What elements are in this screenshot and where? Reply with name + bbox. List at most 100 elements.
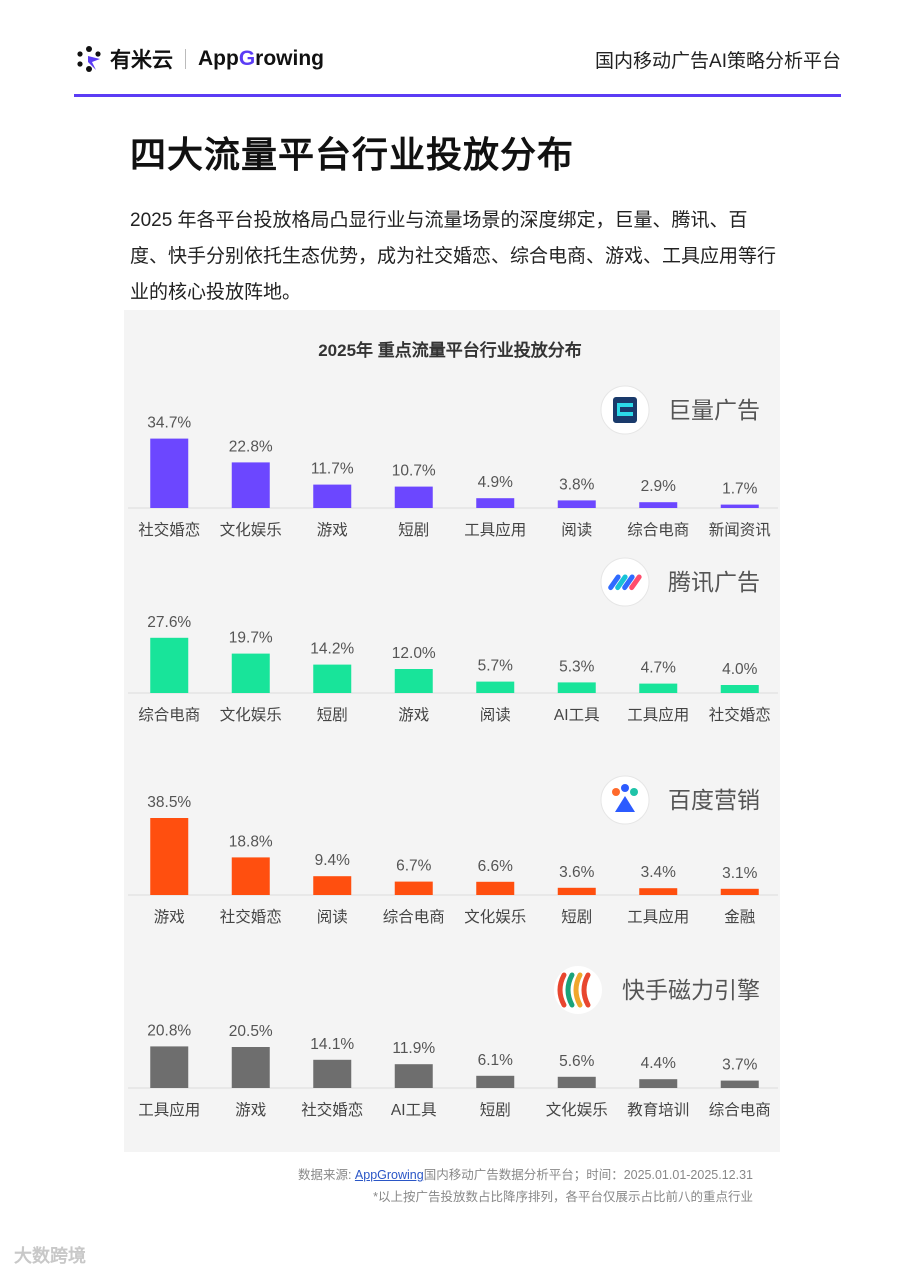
bar-value-label: 3.8% xyxy=(559,476,595,493)
category-label: 金融 xyxy=(724,908,755,926)
category-label: 短剧 xyxy=(317,706,348,724)
bar xyxy=(150,818,189,895)
category-label: 综合电商 xyxy=(627,521,689,539)
bar xyxy=(476,498,515,508)
category-label: 工具应用 xyxy=(138,1100,200,1119)
category-label: 社交婚恋 xyxy=(138,520,200,539)
bar xyxy=(720,504,759,508)
bar xyxy=(394,486,433,508)
page-header: 有米云 AppGrowing 国内移动广告AI策略分析平台 xyxy=(74,40,841,80)
bar xyxy=(231,1047,270,1088)
bar xyxy=(639,683,678,693)
page-title: 四大流量平台行业投放分布 xyxy=(130,134,575,175)
bar xyxy=(313,1059,352,1088)
bar xyxy=(476,681,515,693)
bar xyxy=(231,653,270,693)
bar xyxy=(150,1046,189,1088)
bar xyxy=(313,664,352,693)
bar xyxy=(476,1075,515,1088)
brand-divider xyxy=(185,49,186,69)
youmi-logo-icon xyxy=(74,44,104,74)
bar xyxy=(557,1076,596,1088)
category-label: 游戏 xyxy=(235,1101,266,1119)
bar-value-label: 14.1% xyxy=(310,1036,354,1053)
category-label: 文化娱乐 xyxy=(220,521,282,539)
category-label: AI工具 xyxy=(554,707,600,724)
bar-value-label: 12.0% xyxy=(392,645,436,662)
bar xyxy=(557,500,596,508)
category-label: 综合电商 xyxy=(138,706,200,724)
bar xyxy=(150,438,189,508)
brand-logo: 有米云 AppGrowing xyxy=(74,44,324,74)
bar-value-label: 4.4% xyxy=(641,1055,677,1072)
bar-value-label: 19.7% xyxy=(229,630,273,647)
bar-value-label: 3.4% xyxy=(641,864,677,881)
bar xyxy=(394,1064,433,1088)
bar-value-label: 6.1% xyxy=(478,1052,514,1069)
bar xyxy=(313,484,352,508)
bar-value-label: 5.6% xyxy=(559,1053,595,1070)
bar xyxy=(720,888,759,895)
bar-value-label: 34.7% xyxy=(147,415,191,432)
bar-value-label: 2.9% xyxy=(641,478,677,495)
platform-name: 腾讯广告 xyxy=(668,569,760,595)
juliang-logo-icon xyxy=(600,385,650,435)
bar-value-label: 14.2% xyxy=(310,641,354,658)
category-label: AI工具 xyxy=(391,1102,437,1119)
bar xyxy=(394,881,433,895)
bar-value-label: 5.7% xyxy=(478,658,514,675)
bar-value-label: 11.7% xyxy=(311,461,354,478)
bar-value-label: 38.5% xyxy=(147,794,191,811)
brand-name: 有米云 xyxy=(110,49,173,72)
category-label: 文化娱乐 xyxy=(464,908,526,926)
category-label: 短剧 xyxy=(561,908,592,926)
platform-name: 快手磁力引擎 xyxy=(622,977,760,1003)
kuaishou-magnetic-engine-logo-icon xyxy=(554,966,602,1014)
footnote: *以上按广告投放数占比降序排列，各平台仅展示占比前八的重点行业 xyxy=(373,1190,753,1204)
bar xyxy=(313,876,352,895)
bar-value-label: 27.6% xyxy=(147,614,191,631)
bar-value-label: 5.3% xyxy=(559,658,595,675)
bar-value-label: 4.9% xyxy=(478,474,514,491)
bar-value-label: 18.8% xyxy=(229,833,273,850)
header-tagline: 国内移动广告AI策略分析平台 xyxy=(595,51,841,72)
bar-value-label: 9.4% xyxy=(315,852,351,869)
bar xyxy=(150,637,189,693)
bar-value-label: 22.8% xyxy=(229,438,273,455)
bar xyxy=(639,1079,678,1088)
category-label: 工具应用 xyxy=(627,907,689,926)
category-label: 短剧 xyxy=(398,521,429,539)
category-label: 教育培训 xyxy=(627,1101,689,1119)
bar-value-label: 3.6% xyxy=(559,864,595,881)
bar xyxy=(557,682,596,693)
bar-value-label: 10.7% xyxy=(392,463,436,480)
baidu-marketing-logo-icon xyxy=(600,775,650,825)
appgrowing-wordmark: AppGrowing xyxy=(198,47,324,70)
platform-name: 百度营销 xyxy=(668,787,760,813)
chart-background xyxy=(124,310,780,1152)
bar xyxy=(394,669,433,693)
category-label: 阅读 xyxy=(480,706,511,724)
bar-value-label: 4.0% xyxy=(722,661,758,678)
bar-value-label: 6.7% xyxy=(396,858,432,875)
bar xyxy=(720,685,759,693)
category-label: 社交婚恋 xyxy=(709,705,771,724)
category-label: 阅读 xyxy=(561,521,592,539)
appgrowing-link[interactable]: AppGrowing xyxy=(354,1168,424,1182)
category-label: 新闻资讯 xyxy=(709,521,771,539)
bar-value-label: 20.5% xyxy=(229,1023,273,1040)
category-label: 工具应用 xyxy=(627,705,689,724)
category-label: 工具应用 xyxy=(464,520,526,539)
category-label: 文化娱乐 xyxy=(220,706,282,724)
category-label: 短剧 xyxy=(480,1101,511,1119)
bar-value-label: 3.7% xyxy=(722,1057,758,1074)
bar xyxy=(476,881,515,895)
tencent-ads-logo-icon xyxy=(600,557,650,607)
bar-value-label: 6.6% xyxy=(478,858,514,875)
bar xyxy=(639,502,678,508)
bar xyxy=(231,857,270,895)
bar-value-label: 11.9% xyxy=(392,1040,435,1057)
category-label: 游戏 xyxy=(154,908,185,926)
bar xyxy=(231,462,270,508)
